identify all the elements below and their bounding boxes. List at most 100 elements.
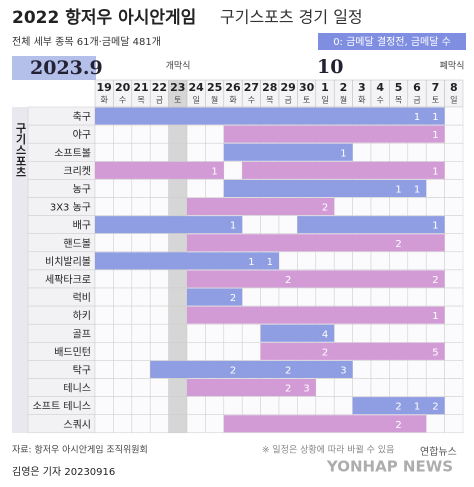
empty-cell — [425, 251, 445, 271]
gold-count: 2 — [432, 275, 438, 286]
empty-cell — [370, 197, 390, 216]
date: 26 — [225, 81, 241, 94]
schedule-bar — [187, 234, 445, 252]
closing-label: 폐막식 — [440, 60, 465, 72]
empty-cell — [113, 305, 133, 325]
empty-cell — [149, 142, 169, 162]
gold-count: 2 — [285, 365, 291, 376]
gold-count: 2 — [230, 293, 236, 304]
empty-cell — [389, 197, 409, 216]
empty-cell — [444, 414, 464, 434]
weekday: 목 — [395, 96, 402, 105]
empty-cell — [113, 378, 133, 397]
empty-cell — [297, 251, 317, 271]
group-band — [12, 107, 28, 433]
weekday: 금 — [156, 96, 163, 105]
schedule-bar — [297, 216, 445, 234]
sport-name: 3X3 농구 — [50, 202, 91, 214]
empty-cell — [407, 378, 427, 397]
empty-cell — [131, 179, 151, 198]
empty-cell — [149, 414, 169, 434]
empty-cell — [223, 161, 243, 180]
empty-cell — [113, 233, 133, 253]
weekday: 일 — [321, 96, 328, 105]
note: ※ 일정은 상황에 따라 바뀔 수 있음 — [262, 444, 394, 456]
sport-name: 골프 — [73, 328, 91, 340]
empty-cell — [131, 142, 151, 162]
empty-cell — [131, 323, 151, 343]
empty-cell — [444, 251, 464, 271]
empty-cell — [407, 323, 427, 343]
sport-name: 스쿼시 — [63, 419, 91, 431]
empty-cell — [168, 269, 188, 289]
gold-count: 2 — [322, 203, 328, 214]
sport-name: 테니스 — [63, 383, 91, 395]
date: 21 — [133, 81, 148, 94]
date: 24 — [189, 81, 205, 94]
empty-cell — [223, 323, 243, 343]
empty-cell — [94, 124, 114, 144]
schedule-bar — [187, 270, 445, 288]
gold-count: 1 — [267, 257, 273, 268]
date: 25 — [207, 81, 222, 94]
date: 2 — [340, 81, 348, 94]
gold-count: 2 — [432, 402, 438, 413]
gold-count: 1 — [230, 221, 236, 232]
date: 7 — [432, 81, 440, 94]
gold-count: 1 — [248, 257, 254, 268]
empty-cell — [205, 323, 225, 343]
empty-cell — [425, 378, 445, 397]
schedule-bar — [223, 125, 445, 143]
empty-cell — [425, 142, 445, 162]
schedule-bar — [223, 143, 353, 161]
weekday: 금 — [413, 96, 420, 105]
sport-name: 크리켓 — [63, 165, 91, 177]
sport-name: 소프트 테니스 — [33, 401, 91, 413]
empty-cell — [149, 124, 169, 144]
empty-cell — [131, 233, 151, 253]
empty-cell — [444, 287, 464, 307]
empty-cell — [444, 142, 464, 162]
empty-cell — [370, 142, 390, 162]
empty-cell — [444, 323, 464, 343]
schedule-bar — [187, 288, 243, 306]
empty-cell — [297, 396, 317, 415]
empty-cell — [186, 396, 206, 415]
empty-cell — [94, 342, 114, 361]
subtitle-title: 구기스포츠 경기 일정 — [220, 8, 363, 27]
empty-cell — [205, 142, 225, 162]
sport-name: 배드민턴 — [54, 346, 91, 358]
empty-cell — [333, 323, 353, 343]
empty-cell — [149, 342, 169, 361]
empty-cell — [149, 305, 169, 325]
empty-cell — [223, 396, 243, 415]
empty-cell — [425, 197, 445, 216]
empty-cell — [168, 142, 188, 162]
empty-cell — [444, 106, 464, 126]
empty-cell — [113, 360, 133, 379]
empty-cell — [352, 323, 372, 343]
empty-cell — [407, 142, 427, 162]
gold-count: 1 — [432, 166, 438, 177]
weekday: 화 — [229, 96, 237, 105]
empty-cell — [149, 179, 169, 198]
date: 4 — [376, 81, 384, 94]
sport-name: 하키 — [73, 309, 91, 322]
gold-count: 4 — [322, 329, 328, 340]
empty-cell — [389, 142, 409, 162]
empty-cell — [149, 323, 169, 343]
empty-cell — [425, 287, 445, 307]
sport-name: 핸드볼 — [63, 238, 91, 250]
empty-cell — [113, 124, 133, 144]
empty-cell — [260, 287, 280, 307]
empty-cell — [168, 197, 188, 216]
empty-cell — [444, 124, 464, 144]
date: 30 — [299, 81, 315, 94]
date: 28 — [262, 81, 277, 94]
gold-count: 2 — [322, 347, 328, 358]
empty-cell — [94, 360, 114, 379]
empty-cell — [278, 287, 298, 307]
gold-count: 2 — [285, 384, 291, 395]
empty-cell — [113, 342, 133, 361]
legend-box — [318, 33, 466, 50]
